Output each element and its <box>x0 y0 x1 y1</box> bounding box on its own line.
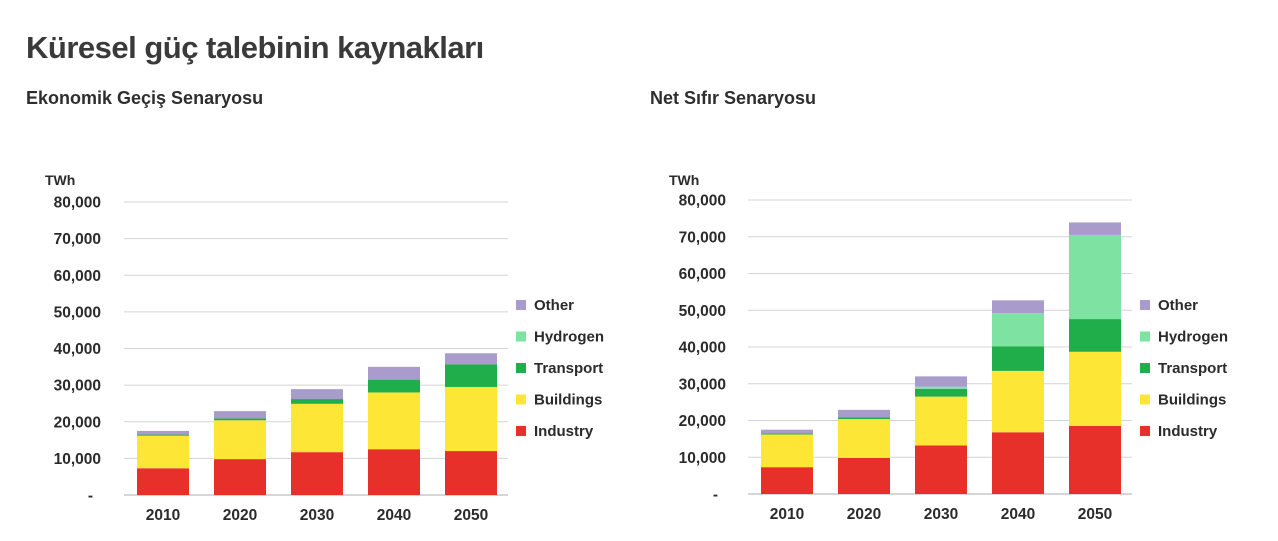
bar-segment-hydrogen-2030 <box>915 386 967 389</box>
bar-segment-other-2030 <box>915 376 967 387</box>
legend-swatch-other <box>1140 300 1150 310</box>
x-tick-label: 2020 <box>847 506 881 523</box>
bar-segment-industry-2040 <box>368 449 420 495</box>
y-tick-label: 40,000 <box>679 340 726 357</box>
chart-economic-transition: TWh - 10,000 20,000 30,000 40,000 50,000 60,000… <box>45 172 604 524</box>
x-tick-label: 2010 <box>770 506 804 523</box>
bar-segment-transport-2020 <box>838 417 890 420</box>
bar-segment-other-2050 <box>445 353 497 365</box>
x-tick-label: 2030 <box>924 506 958 523</box>
bar-segment-buildings-2050 <box>445 386 497 452</box>
y-tick-label: 30,000 <box>679 376 726 393</box>
bar-segment-buildings-2040 <box>992 370 1044 433</box>
x-tick-label: 2050 <box>454 507 488 524</box>
bar-segment-hydrogen-2040 <box>992 313 1044 347</box>
y-tick-label: 80,000 <box>679 193 726 210</box>
y-tick-label: 80,000 <box>54 195 101 212</box>
bar-segment-transport-2030 <box>291 399 343 404</box>
bar-segment-industry-2020 <box>838 457 890 494</box>
legend-label-buildings: Buildings <box>1158 392 1226 409</box>
bar-segment-transport-2040 <box>368 379 420 393</box>
bar-segment-transport-2050 <box>1069 319 1121 352</box>
bar-segment-industry-2040 <box>992 432 1044 494</box>
y-tick-label: 10,000 <box>679 450 726 467</box>
bar-segment-transport-2050 <box>445 364 497 387</box>
y-tick-label: 50,000 <box>679 303 726 320</box>
legend-label-buildings: Buildings <box>534 392 602 409</box>
y-axis-unit: TWh <box>45 172 75 188</box>
bar-segment-other-2010 <box>761 429 813 434</box>
bar-segment-buildings-2050 <box>1069 351 1121 427</box>
legend-swatch-buildings <box>516 394 526 405</box>
y-tick-label: 20,000 <box>54 414 101 431</box>
bar-segment-buildings-2030 <box>291 403 343 453</box>
y-tick-label: 10,000 <box>54 451 101 468</box>
legend-label-transport: Transport <box>534 360 603 377</box>
chart-title-net-zero: Net Sıfır Senaryosu <box>650 88 817 108</box>
x-tick-label: 2020 <box>223 507 257 524</box>
legend-swatch-industry <box>1140 426 1150 436</box>
x-tick-label: 2040 <box>1001 506 1035 523</box>
y-tick-label: 60,000 <box>54 268 101 285</box>
y-axis-unit: TWh <box>669 172 699 188</box>
bar-segment-other-2030 <box>291 389 343 400</box>
bar-segment-transport-2010 <box>137 434 189 436</box>
bar-segment-buildings-2020 <box>214 420 266 460</box>
bar-segment-industry-2020 <box>214 459 266 495</box>
bar-segment-buildings-2040 <box>368 392 420 450</box>
x-tick-label: 2050 <box>1078 506 1112 523</box>
bar-segment-other-2020 <box>214 411 266 419</box>
bar-segment-industry-2050 <box>1069 426 1121 494</box>
legend-label-industry: Industry <box>1158 423 1218 440</box>
chart-net-zero: TWh - 10,000 20,000 30,000 40,000 50,000 60,000… <box>669 172 1228 523</box>
bar-segment-other-2040 <box>368 366 420 380</box>
bar-segment-other-2050 <box>1069 222 1121 235</box>
bar-segment-other-2010 <box>137 430 189 435</box>
legend-label-industry: Industry <box>534 423 594 440</box>
legend-swatch-transport <box>516 363 526 373</box>
y-tick-label: 70,000 <box>679 229 726 246</box>
legend-swatch-hydrogen <box>516 331 526 342</box>
legend-label-other: Other <box>534 297 574 314</box>
bar-segment-industry-2050 <box>445 451 497 495</box>
bar-segment-transport-2040 <box>992 346 1044 371</box>
bar-segment-buildings-2030 <box>915 396 967 446</box>
bar-segment-industry-2010 <box>761 467 813 494</box>
bar-segment-transport-2020 <box>214 418 266 421</box>
main-title: Küresel güç talebinin kaynakları <box>26 30 484 65</box>
y-tick-label: 40,000 <box>54 341 101 358</box>
bar-segment-transport-2030 <box>915 388 967 397</box>
bar-segment-other-2040 <box>992 300 1044 314</box>
bar-segment-industry-2030 <box>291 452 343 495</box>
bar-segment-transport-2010 <box>761 433 813 435</box>
bar-segment-buildings-2010 <box>761 434 813 468</box>
bar-segment-other-2020 <box>838 409 890 418</box>
bar-segment-industry-2030 <box>915 445 967 494</box>
bar-segment-buildings-2010 <box>137 435 189 469</box>
legend-swatch-hydrogen <box>1140 331 1150 342</box>
y-tick-label: 30,000 <box>54 378 101 395</box>
legend-swatch-transport <box>1140 363 1150 373</box>
bar-segment-industry-2010 <box>137 468 189 495</box>
y-tick-label: - <box>713 487 718 504</box>
legend-label-hydrogen: Hydrogen <box>534 329 604 346</box>
bar-segment-buildings-2020 <box>838 419 890 458</box>
legend-label-transport: Transport <box>1158 360 1227 377</box>
bar-segment-hydrogen-2050 <box>1069 234 1121 320</box>
x-tick-label: 2040 <box>377 507 411 524</box>
x-tick-label: 2030 <box>300 507 334 524</box>
chart-title-economic-transition: Ekonomik Geçiş Senaryosu <box>26 88 264 108</box>
y-tick-label: 70,000 <box>54 231 101 248</box>
y-tick-label: 20,000 <box>679 413 726 430</box>
y-tick-label: - <box>88 488 93 505</box>
y-tick-label: 50,000 <box>54 304 101 321</box>
x-tick-label: 2010 <box>146 507 180 524</box>
legend-label-hydrogen: Hydrogen <box>1158 329 1228 346</box>
legend-label-other: Other <box>1158 297 1198 314</box>
legend-swatch-buildings <box>1140 394 1150 405</box>
legend-swatch-industry <box>516 426 526 436</box>
legend-swatch-other <box>516 300 526 310</box>
y-tick-label: 60,000 <box>679 266 726 283</box>
